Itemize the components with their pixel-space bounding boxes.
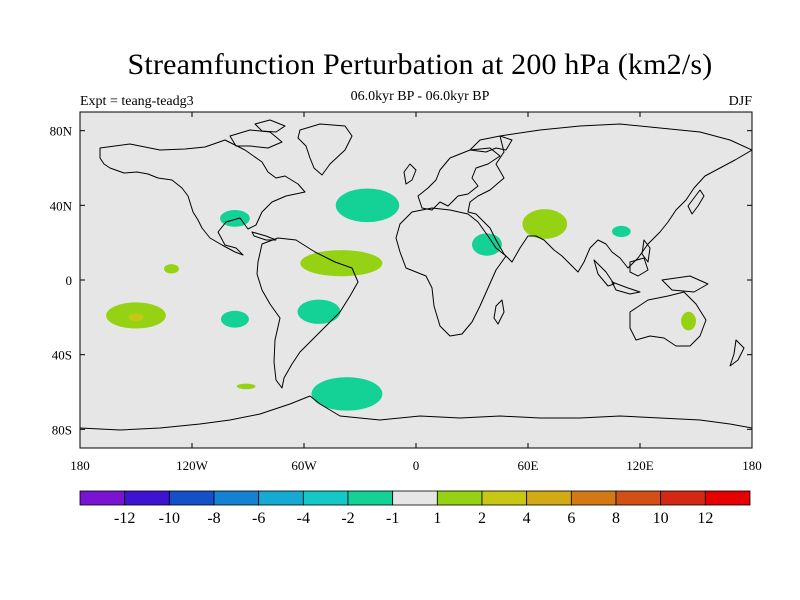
colorbar-swatch [79,490,126,506]
colorbar-swatch [124,490,170,506]
colorbar-label: -2 [341,510,354,527]
lat-tick-label: 40N [50,198,73,213]
colorbar-label: 10 [653,510,669,527]
colorbar-swatch [213,490,260,506]
colorbar-label: 2 [478,510,486,527]
colorbar-swatch [615,490,662,506]
colorbar-swatch [436,490,483,506]
chart-title: Streamfunction Perturbation at 200 hPa (… [127,48,713,81]
colorbar-swatch [704,490,751,506]
latitude-axis: 80N 40N 0 40S 80S [50,124,752,437]
anomaly-australia-positive [681,311,696,331]
anomaly-south-pacific-peak [128,313,144,322]
colorbar-label: 8 [612,510,620,527]
colorbar: -12 -10 -8 -6 -4 -2 -1 1 2 4 6 8 10 12 [79,490,751,527]
coast-africa [395,207,507,337]
map-background [80,112,752,448]
colorbar-label: -6 [252,510,265,527]
colorbar-swatch [660,490,706,506]
colorbar-label: 6 [567,510,575,527]
coastlines [80,119,752,431]
coast-new-guinea [661,275,709,293]
anomaly-gulf-of-mexico-negative [220,210,250,227]
longitude-axis: 180 120W 60W 0 60E 120E 180 [70,112,762,473]
coast-scandinavia [469,135,513,153]
lon-tick-label: 120E [626,458,654,473]
colorbar-swatch [347,490,394,506]
anomaly-east-pacific-positive [164,264,179,274]
coast-asia [467,123,752,273]
anomaly-southeast-pacific-negative [220,310,249,328]
lon-tick-label: 0 [413,458,420,473]
coast-philippines [641,239,651,263]
coast-british-isles [403,163,417,185]
anomaly-north-atlantic-negative [335,188,400,223]
anomaly-southern-ocean-positive [236,383,256,390]
lat-tick-label: 80S [52,422,72,437]
lon-tick-label: 180 [70,458,90,473]
colorbar-label: -12 [114,510,135,527]
colorbar-swatch [302,490,349,506]
coast-north-america [99,139,306,256]
map-frame [79,111,753,449]
colorbar-label: 12 [697,510,713,527]
colorbar-label: 1 [433,510,441,527]
lon-tick-label: 180 [742,458,762,473]
lon-tick-label: 60E [518,458,539,473]
coast-java [611,281,641,295]
anomaly-south-atlantic-negative [297,299,341,324]
colorbar-swatch [570,490,617,506]
coast-antarctica [80,395,752,431]
coast-japan [687,189,705,215]
colorbar-swatch [526,490,572,506]
colorbar-label: -1 [386,510,399,527]
colorbar-swatch [392,490,438,506]
anomaly-arabian-sea-positive [522,209,568,239]
season-label: DJF [728,94,752,109]
anomaly-far-south-atlantic-negative [311,377,383,411]
colorbar-label: -10 [159,510,180,527]
colorbar-label: 4 [523,510,531,527]
coast-australia [629,291,707,347]
experiment-label: Expt = teang-teadg3 [80,94,194,109]
coast-arctic-islands [229,129,283,149]
anomaly-tropical-atlantic-positive [300,250,383,277]
lat-tick-label: 0 [66,273,73,288]
coast-new-zealand [729,339,745,367]
anomaly-south-china-negative [612,225,631,238]
lat-tick-label: 40S [52,348,72,363]
chart-subtitle: 06.0kyr BP - 06.0kyr BP [350,89,490,104]
coast-madagascar [493,299,505,325]
anomaly-red-sea-negative [472,233,502,256]
lon-tick-label: 60W [291,458,317,473]
coast-sumatra [593,259,615,287]
colorbar-swatch [168,490,215,506]
colorbar-label: -4 [297,510,310,527]
coast-ellesmere [254,119,286,133]
coast-europe [417,147,501,211]
colorbar-label: -8 [207,510,220,527]
coast-borneo [629,257,649,277]
lat-tick-label: 80N [50,124,73,139]
anomaly-layer [106,188,696,411]
coast-cuba [251,231,277,241]
colorbar-swatch [258,490,304,506]
colorbar-swatch [481,490,528,506]
coast-south-america [256,237,359,389]
coast-greenland [297,123,353,176]
lon-tick-label: 120W [176,458,209,473]
